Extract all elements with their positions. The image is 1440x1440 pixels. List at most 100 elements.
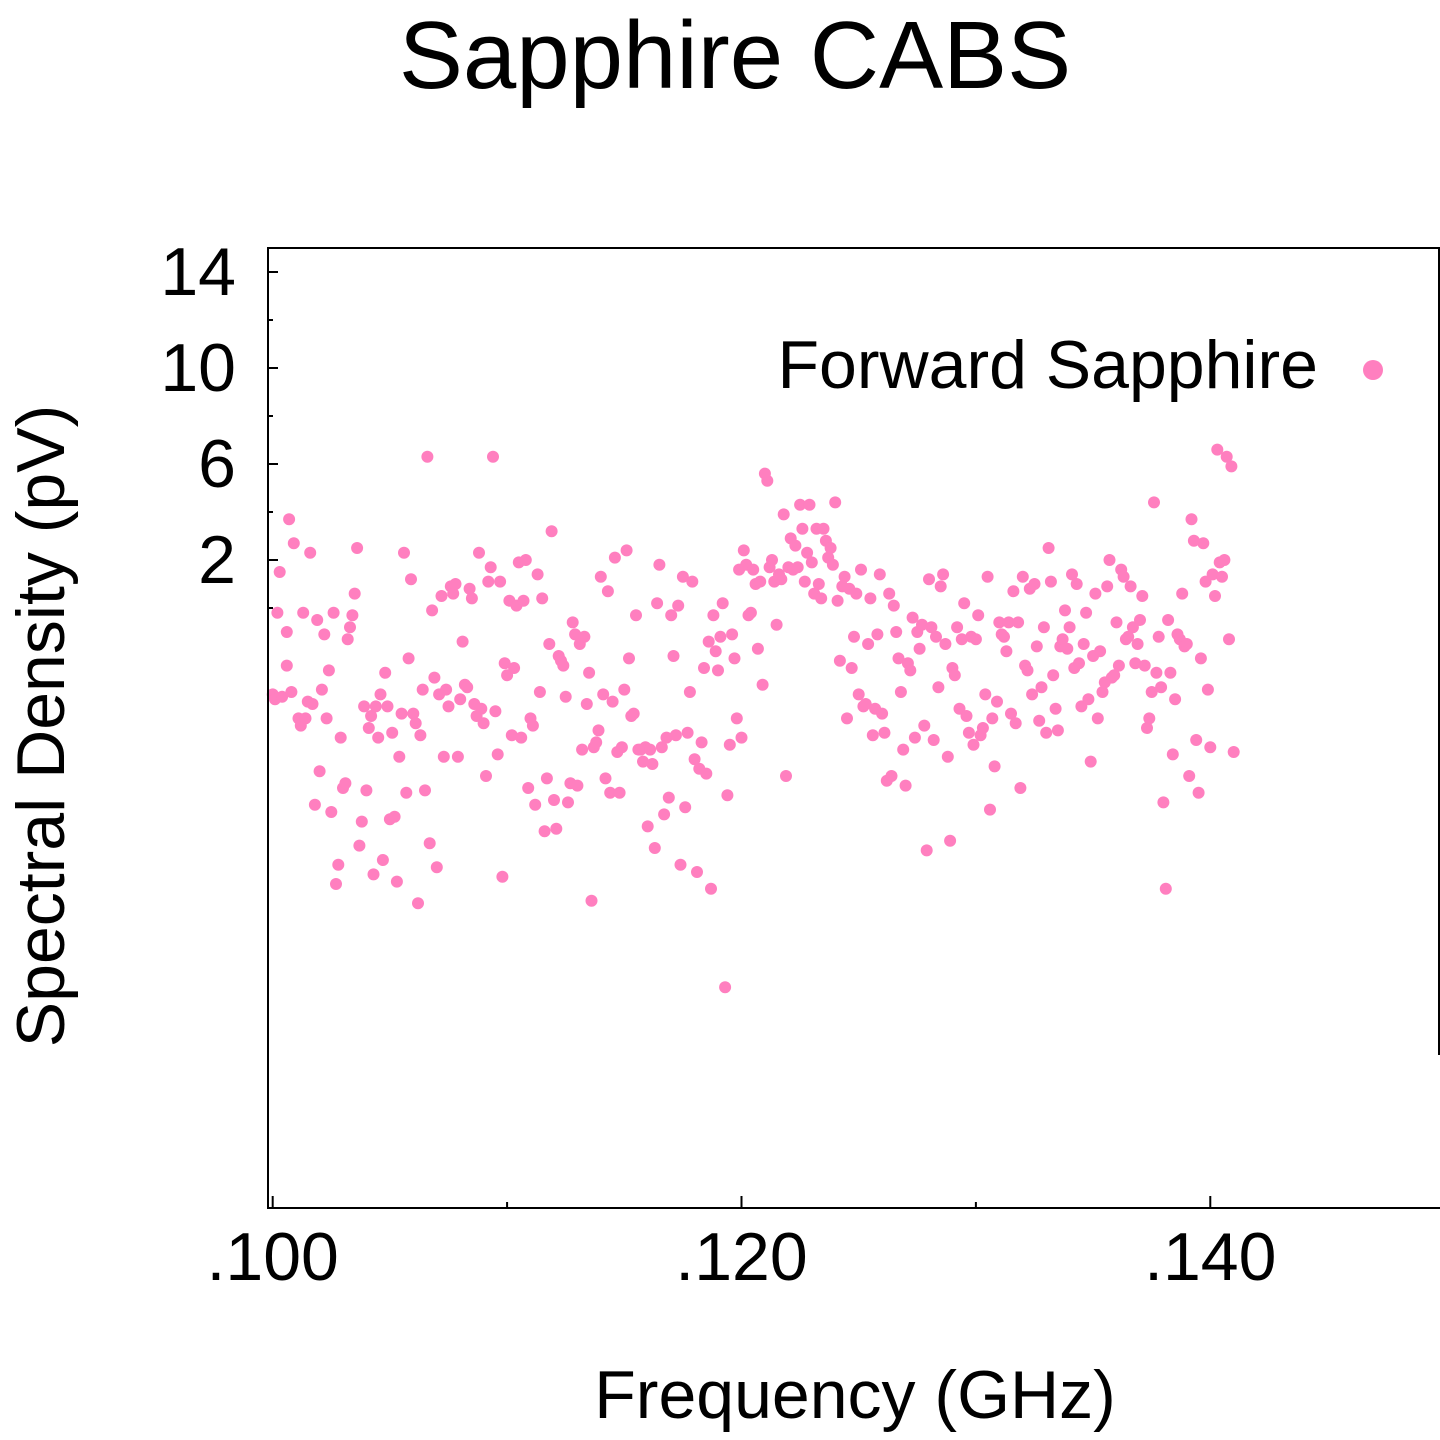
data-point: [721, 789, 734, 802]
data-point: [852, 688, 865, 701]
data-point: [273, 566, 286, 578]
data-point: [585, 894, 598, 907]
y-tick-label: 2: [198, 522, 236, 598]
data-point: [674, 858, 687, 871]
data-point: [770, 618, 783, 631]
data-point: [496, 870, 509, 883]
data-point: [346, 609, 359, 622]
data-point: [906, 611, 919, 624]
data-point: [1155, 681, 1168, 694]
data-point: [365, 710, 378, 722]
data-point: [728, 652, 741, 665]
data-point: [1077, 638, 1090, 650]
data-point: [1138, 659, 1151, 672]
data-point: [304, 546, 317, 559]
data-point: [908, 731, 921, 744]
data-point: [998, 630, 1010, 643]
data-point: [862, 638, 875, 650]
data-point: [644, 743, 657, 756]
data-point: [1084, 755, 1097, 768]
data-point: [280, 626, 293, 638]
data-point: [941, 750, 954, 763]
data-point: [1201, 683, 1214, 696]
data-point: [723, 738, 736, 751]
data-point: [967, 738, 980, 751]
data-point: [400, 786, 413, 799]
data-point: [412, 897, 424, 910]
data-point: [805, 556, 818, 569]
data-point: [419, 784, 431, 797]
data-point: [1192, 786, 1205, 799]
data-point: [1145, 686, 1158, 698]
data-point: [613, 786, 626, 799]
data-point: [1166, 748, 1179, 761]
data-point: [831, 594, 844, 607]
data-point: [927, 734, 940, 746]
data-point: [529, 798, 542, 811]
data-point: [330, 878, 342, 890]
data-point: [648, 842, 661, 854]
data-point: [817, 522, 830, 535]
data-point: [334, 731, 347, 744]
data-point: [707, 609, 720, 622]
data-point: [592, 724, 605, 737]
data-point: [669, 729, 682, 742]
data-point: [550, 822, 563, 835]
data-point: [930, 630, 942, 643]
data-point: [960, 710, 973, 722]
data-point: [641, 820, 654, 833]
data-point: [344, 621, 356, 634]
data-point: [1000, 645, 1013, 658]
data-point: [716, 597, 729, 610]
data-point: [437, 750, 450, 763]
data-point: [463, 582, 476, 595]
data-point: [1187, 534, 1200, 547]
data-point: [480, 770, 492, 782]
data-point: [299, 712, 312, 725]
data-point: [505, 729, 518, 742]
data-point: [580, 698, 593, 710]
data-point: [536, 592, 549, 605]
data-point: [1225, 460, 1238, 473]
data-point: [841, 712, 853, 725]
data-point: [369, 700, 382, 713]
data-point: [794, 498, 807, 511]
data-point: [398, 546, 410, 559]
data-point: [864, 592, 877, 605]
data-point: [522, 782, 535, 794]
data-point: [1082, 693, 1095, 706]
data-point: [925, 621, 938, 634]
data-point: [986, 712, 999, 725]
data-point: [540, 772, 553, 785]
data-point: [955, 633, 968, 646]
data-point: [1134, 614, 1146, 626]
data-point: [658, 808, 671, 821]
data-point: [1014, 782, 1027, 794]
data-point: [939, 638, 952, 650]
data-point: [899, 779, 912, 792]
data-point: [1073, 657, 1085, 670]
data-point: [700, 767, 713, 780]
data-point: [984, 803, 996, 816]
data-point: [885, 770, 898, 782]
data-point: [461, 681, 474, 694]
data-point: [491, 748, 504, 761]
data-point: [376, 854, 389, 866]
data-point: [421, 450, 434, 463]
data-point: [1216, 570, 1228, 583]
data-point: [604, 786, 617, 799]
data-point: [1141, 722, 1153, 734]
data-point: [283, 513, 296, 526]
x-tick-label: .100: [207, 1219, 339, 1295]
data-point: [1026, 688, 1039, 701]
data-point: [358, 700, 371, 713]
data-point: [798, 575, 811, 588]
data-point: [969, 633, 982, 646]
data-point: [594, 570, 607, 583]
data-point: [531, 568, 544, 581]
data-point: [355, 815, 368, 828]
data-point: [761, 474, 774, 487]
data-point: [653, 558, 666, 571]
data-point: [280, 659, 293, 672]
